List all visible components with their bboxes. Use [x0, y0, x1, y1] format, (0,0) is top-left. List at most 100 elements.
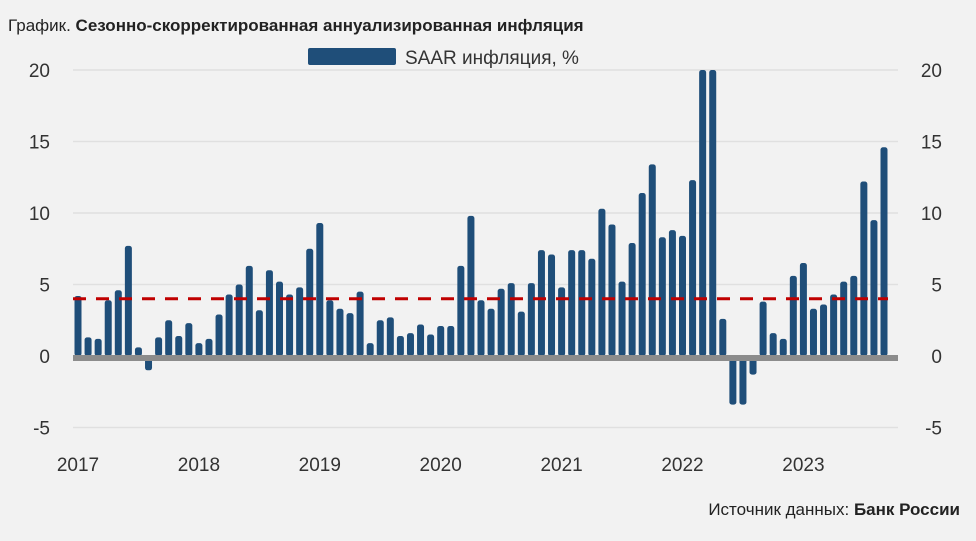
- bar: [296, 287, 304, 356]
- bar: [840, 281, 848, 356]
- x-tick-label: 2022: [661, 455, 703, 476]
- bar: [114, 290, 122, 356]
- bar: [648, 164, 656, 356]
- bar: [658, 237, 666, 356]
- x-tick-label: 2017: [57, 455, 99, 476]
- bar: [255, 310, 263, 356]
- bar: [598, 208, 606, 356]
- bar: [124, 245, 132, 356]
- source-label: Источник данных:: [708, 500, 850, 519]
- bar: [306, 248, 314, 356]
- bar: [406, 333, 414, 356]
- bar: [245, 265, 253, 356]
- bar: [84, 337, 92, 356]
- bar: [276, 281, 283, 356]
- bar: [286, 294, 294, 356]
- source-note: Источник данных: Банк России: [708, 500, 960, 520]
- bar: [850, 275, 858, 356]
- bar: [578, 250, 586, 356]
- bar: [588, 258, 596, 356]
- bar: [679, 235, 686, 356]
- bar: [316, 223, 324, 356]
- bar: [568, 250, 576, 356]
- title-prefix: График.: [8, 16, 71, 35]
- bar: [799, 263, 807, 356]
- x-tick-label: 2020: [420, 455, 462, 476]
- bar: [175, 335, 183, 356]
- bar: [376, 320, 384, 356]
- y-tick-label-right: 15: [921, 133, 942, 154]
- bar: [396, 335, 404, 356]
- bar: [769, 333, 777, 356]
- bar: [507, 283, 515, 356]
- bar: [195, 343, 203, 356]
- y-tick-label-right: -5: [925, 419, 942, 440]
- bar: [668, 230, 676, 356]
- x-tick-label: 2023: [782, 455, 824, 476]
- x-tick-label: 2018: [178, 455, 220, 476]
- bar: [548, 254, 556, 356]
- y-tick-label-left: 20: [29, 61, 50, 82]
- bar: [265, 270, 273, 356]
- bar: [165, 320, 173, 356]
- bar: [880, 147, 888, 356]
- y-tick-label-left: -5: [33, 419, 50, 440]
- zero-axis: [73, 355, 898, 361]
- bar: [94, 338, 102, 356]
- bar: [618, 281, 626, 356]
- bar: [537, 250, 545, 356]
- bar: [709, 70, 717, 356]
- y-tick-label-left: 5: [39, 276, 50, 297]
- bar: [467, 215, 475, 356]
- legend-swatch: [308, 48, 396, 65]
- bar: [447, 325, 455, 356]
- bar: [225, 294, 233, 356]
- y-tick-label-right: 20: [921, 61, 942, 82]
- y-tick-label-right: 0: [931, 347, 942, 368]
- x-tick-label: 2019: [299, 455, 341, 476]
- bar: [860, 181, 868, 356]
- bar: [739, 356, 747, 405]
- bar: [719, 318, 727, 356]
- y-tick-label-right: 5: [931, 276, 942, 297]
- bar: [497, 288, 505, 356]
- bar: [205, 338, 213, 356]
- bar: [155, 337, 163, 356]
- bar: [830, 294, 838, 356]
- bar: [699, 70, 707, 356]
- bar: [417, 324, 425, 356]
- bar: [215, 314, 223, 356]
- bar: [427, 334, 435, 356]
- bar: [809, 308, 817, 356]
- bar: [437, 325, 445, 356]
- bar: [638, 192, 646, 356]
- bar: [729, 356, 737, 405]
- bar: [366, 343, 374, 356]
- title-text: Сезонно-скорректированная аннуализирован…: [75, 16, 584, 35]
- bar: [346, 313, 354, 356]
- source-value: Банк России: [853, 500, 960, 519]
- bar: [104, 300, 112, 356]
- bar: [608, 224, 616, 356]
- bar: [235, 284, 243, 356]
- bar: [759, 301, 767, 356]
- bar: [779, 338, 787, 356]
- x-tick-label: 2021: [540, 455, 582, 476]
- bar: [487, 308, 495, 356]
- y-tick-label-left: 15: [29, 133, 50, 154]
- y-tick-label-left: 0: [39, 347, 50, 368]
- bar: [870, 220, 878, 356]
- bar: [789, 275, 797, 356]
- bar: [336, 308, 344, 356]
- bar: [326, 300, 334, 356]
- bar: [134, 347, 142, 356]
- chart-title: График. Сезонно-скорректированная аннуал…: [8, 16, 584, 36]
- bar: [457, 265, 465, 356]
- bar: [386, 317, 394, 356]
- bar: [477, 300, 485, 356]
- y-tick-label-right: 10: [921, 204, 942, 225]
- legend: SAAR инфляция, %: [308, 48, 579, 69]
- bar: [689, 180, 697, 356]
- bar: [356, 291, 364, 356]
- y-tick-label-left: 10: [29, 204, 50, 225]
